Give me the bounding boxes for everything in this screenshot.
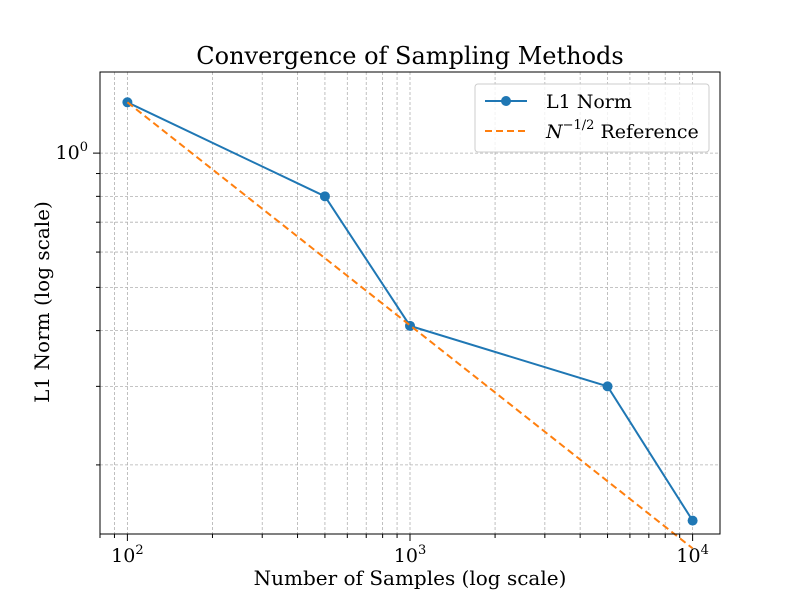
legend-box bbox=[474, 83, 710, 153]
legend: L1 Norm N−1/2 Reference bbox=[474, 83, 710, 153]
data-point-l1-norm bbox=[687, 515, 698, 526]
x-axis-label: Number of Samples (log scale) bbox=[254, 566, 567, 590]
series-line-reference bbox=[126, 101, 694, 550]
series-layer bbox=[122, 97, 698, 550]
tick-marks: 102 103 104 100 bbox=[56, 140, 709, 567]
legend-entry-reference: N−1/2 Reference bbox=[485, 118, 699, 143]
y-axis-label: L1 Norm (log scale) bbox=[30, 201, 54, 403]
data-point-l1-norm bbox=[602, 381, 613, 392]
y-tick-label: 100 bbox=[56, 140, 88, 164]
legend-label-reference-exponent: −1/2 bbox=[563, 118, 595, 133]
x-tick-label: 104 bbox=[676, 543, 708, 567]
legend-label-reference: N−1/2 Reference bbox=[545, 118, 699, 143]
legend-entry-l1-norm: L1 Norm bbox=[485, 91, 632, 113]
legend-label-reference-symbol: N bbox=[545, 121, 564, 143]
x-tick-label: 102 bbox=[111, 543, 143, 567]
legend-label-l1-norm: L1 Norm bbox=[546, 91, 632, 113]
legend-marker-l1-norm bbox=[501, 96, 511, 106]
x-tick-label: 103 bbox=[394, 543, 426, 567]
legend-label-reference-text: Reference bbox=[594, 121, 698, 143]
data-point-l1-norm bbox=[319, 191, 330, 202]
chart-title: Convergence of Sampling Methods bbox=[196, 42, 623, 70]
grid-lines bbox=[99, 72, 720, 534]
